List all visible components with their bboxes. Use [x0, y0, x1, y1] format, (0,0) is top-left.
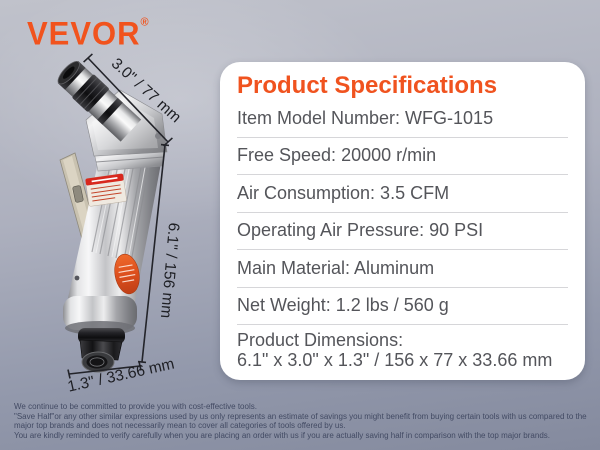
- disclaimer-text: We continue to be committed to provide y…: [14, 402, 592, 440]
- specs-panel: Product Specifications Item Model Number…: [220, 62, 585, 380]
- disclaimer-line-3: major top brands and does not necessaril…: [14, 421, 346, 431]
- spec-row-air-pressure: Operating Air Pressure: 90 PSI: [237, 213, 568, 250]
- spec-row-free-speed: Free Speed: 20000 r/min: [237, 138, 568, 175]
- vevor-logo-text: VEVOR: [27, 15, 141, 52]
- dimension-label-body-length: 6.1" / 156 mm: [157, 222, 182, 319]
- warning-label: [85, 173, 127, 207]
- spec-row-material: Main Material: Aluminum: [237, 250, 568, 288]
- spec-row-net-weight: Net Weight: 1.2 lbs / 560 g: [237, 288, 568, 325]
- spec-row-model: Item Model Number: WFG-1015: [237, 100, 568, 138]
- spec-dimensions-value: 6.1" x 3.0" x 1.3" / 156 x 77 x 33.66 mm: [237, 350, 553, 370]
- grinder-collet: [57, 61, 142, 142]
- product-photo: 3.0" / 77 mm 6.1" / 156 mm 1.3" / 33.66 …: [57, 53, 184, 396]
- disclaimer-line-2: "Save Half"or any other similar expressi…: [14, 411, 587, 421]
- spec-row-dimensions: Product Dimensions: 6.1" x 3.0" x 1.3" /…: [237, 325, 568, 370]
- brand-sticker: [114, 253, 140, 295]
- vevor-logo: VEVOR®: [27, 15, 149, 52]
- spec-row-air-consumption: Air Consumption: 3.5 CFM: [237, 175, 568, 213]
- registered-trademark-icon: ®: [140, 16, 149, 29]
- disclaimer-line-1: We continue to be committed to provide y…: [14, 402, 257, 411]
- air-inlet-fitting: [78, 328, 125, 373]
- spec-dimensions-label: Product Dimensions:: [237, 330, 404, 350]
- specs-panel-title: Product Specifications: [237, 72, 498, 99]
- disclaimer-line-4: You are kindly reminded to verify carefu…: [14, 430, 550, 440]
